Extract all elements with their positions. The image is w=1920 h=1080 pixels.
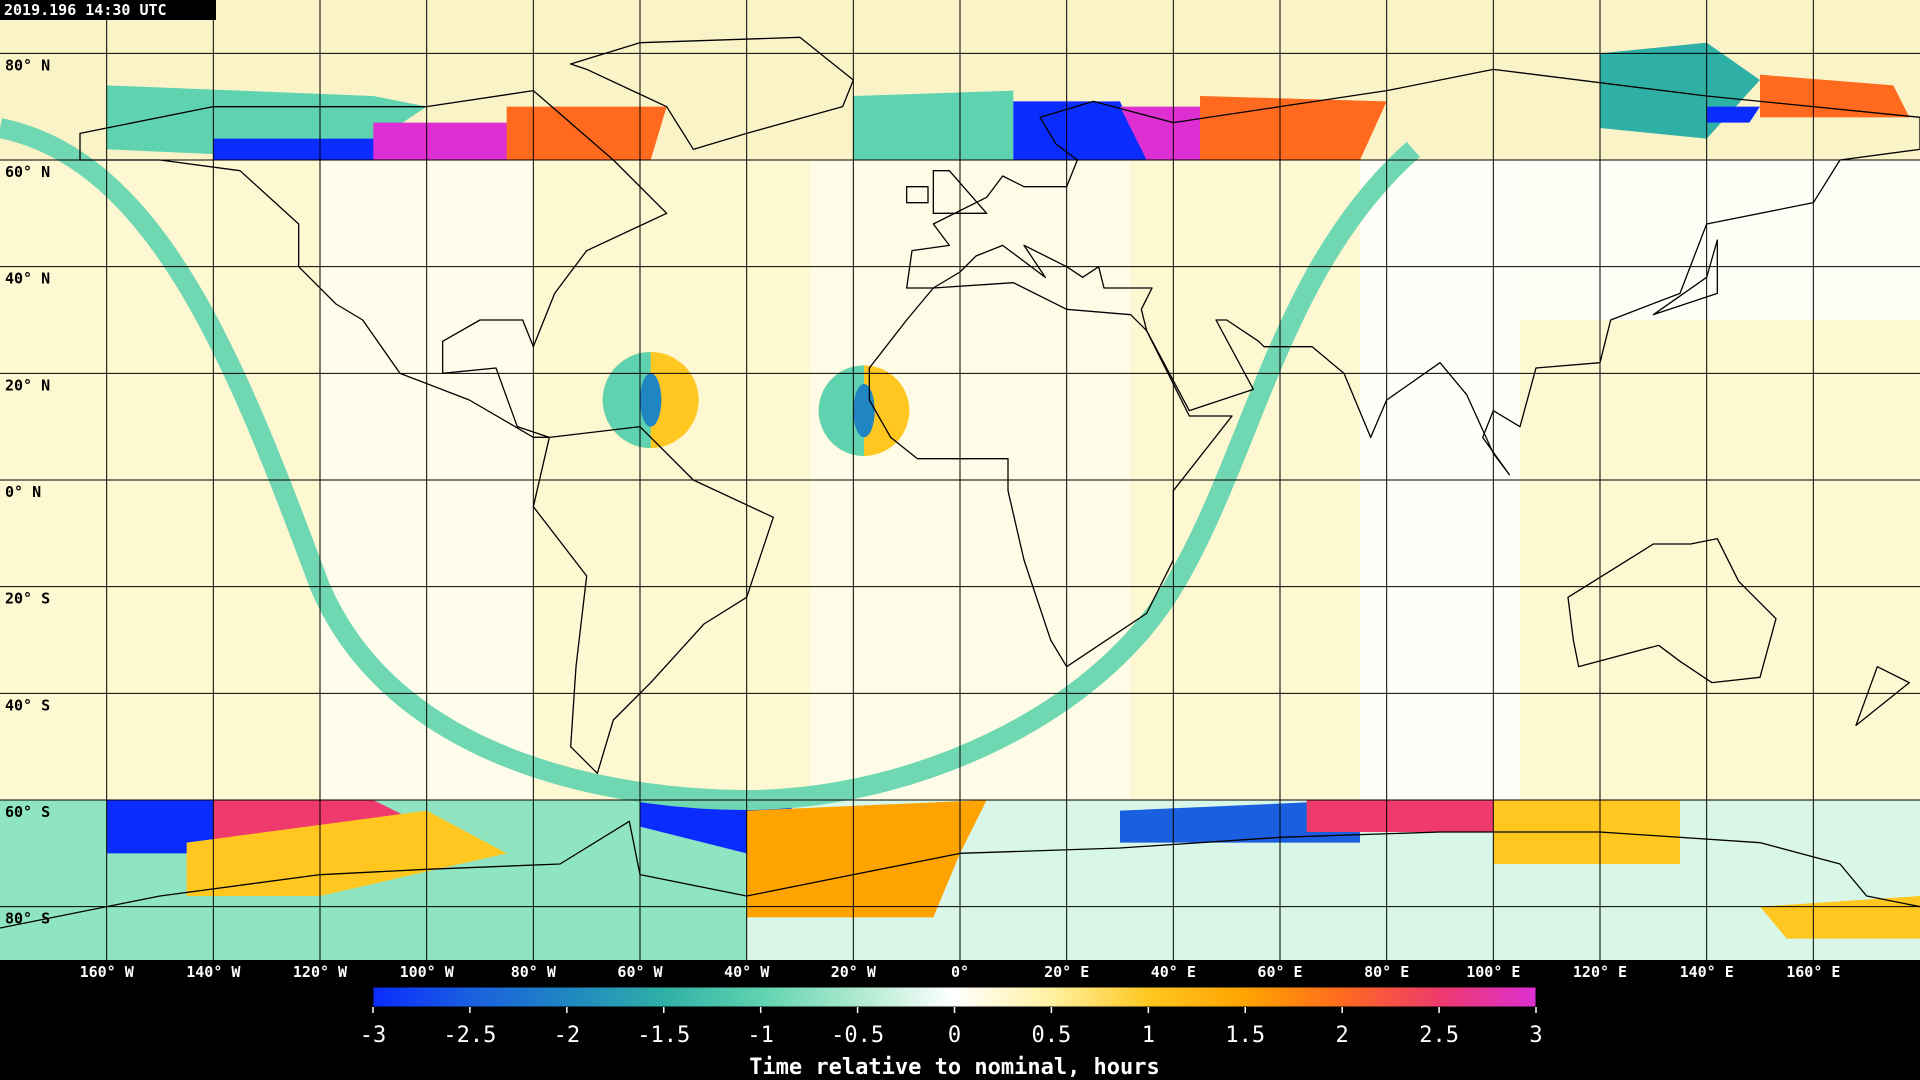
colorbar-tick-label: 1 xyxy=(1142,1023,1155,1048)
coastline xyxy=(533,427,773,774)
lon-label: 100° W xyxy=(400,963,455,981)
polar-blob xyxy=(1119,799,1360,843)
colorbar-tick-label: 0 xyxy=(948,1023,961,1048)
lon-label: 120° E xyxy=(1573,963,1627,981)
colorbar-tick-label: -0.5 xyxy=(831,1023,884,1048)
polar-blob xyxy=(373,122,534,161)
polar-blob xyxy=(746,799,987,918)
polar-blob xyxy=(1706,106,1760,123)
polar-blob xyxy=(506,106,667,161)
swath xyxy=(1519,160,1920,321)
lon-label: 140° W xyxy=(186,963,241,981)
disk xyxy=(818,365,865,457)
lon-label: 160° W xyxy=(80,963,135,981)
labels: 160° W 140° W 120° W 100° W 80° W 60° W 40° W 2… xyxy=(5,56,1840,981)
lon-label: 20° W xyxy=(831,963,877,981)
colorbar-tick-label: -1.5 xyxy=(637,1023,690,1048)
lon-label: 40° E xyxy=(1151,963,1196,981)
polar-blob xyxy=(1119,106,1200,161)
lon-label: 140° E xyxy=(1680,963,1734,981)
colorbar-tick-label: 2 xyxy=(1336,1023,1349,1048)
timestamp: 2019.196 14:30 UTC xyxy=(4,1,167,19)
lon-label: 0° xyxy=(951,963,969,981)
coastline xyxy=(1568,539,1776,683)
colorbar xyxy=(372,986,1537,1008)
coastline xyxy=(907,69,1920,474)
lat-label: 0° N xyxy=(5,483,41,501)
colorbar-label: Time relative to nominal, hours xyxy=(749,1055,1160,1080)
lat-label: 80° S xyxy=(5,910,50,928)
colorbar-tick-label: -3 xyxy=(360,1023,387,1048)
coastline xyxy=(0,821,1920,928)
colorbar-tick-label: 0.5 xyxy=(1032,1023,1072,1048)
polar-blob xyxy=(1759,74,1910,118)
disk xyxy=(602,352,651,449)
coastline xyxy=(80,91,667,438)
lat-label: 20° N xyxy=(5,376,50,394)
colorbar-tick-label: 1.5 xyxy=(1225,1023,1265,1048)
lat-label: 20° S xyxy=(5,590,50,608)
lon-label: 100° E xyxy=(1466,963,1520,981)
lon-label: 120° W xyxy=(293,963,348,981)
lat-label: 60° S xyxy=(5,803,50,821)
polar-blob xyxy=(1199,96,1387,161)
lon-label: 40° W xyxy=(724,963,770,981)
disk xyxy=(640,373,662,427)
map xyxy=(0,0,1920,960)
colorbar-tick-label: -2.5 xyxy=(443,1023,496,1048)
lat-label: 60° N xyxy=(5,163,50,181)
lon-label: 20° E xyxy=(1044,963,1089,981)
coastline xyxy=(571,37,854,149)
lon-label: 80° E xyxy=(1364,963,1409,981)
colorbar-tick-label: 2.5 xyxy=(1419,1023,1459,1048)
lat-label: 40° S xyxy=(5,696,50,714)
coastline xyxy=(907,171,1910,726)
timestamp-box xyxy=(0,0,216,20)
lon-label: 160° E xyxy=(1786,963,1840,981)
polar-blob xyxy=(853,90,1014,161)
lat-label: 80° N xyxy=(5,56,50,74)
lat-label: 40° N xyxy=(5,270,50,288)
colorbar-tick-label: -1 xyxy=(747,1023,774,1048)
graticule xyxy=(0,0,1920,960)
disk xyxy=(853,384,875,438)
colorbar-tick-label: -2 xyxy=(554,1023,581,1048)
lon-label: 60° E xyxy=(1257,963,1302,981)
polar-blob xyxy=(1306,799,1494,832)
colorbar-tick-label: 3 xyxy=(1529,1023,1542,1048)
lon-label: 80° W xyxy=(511,963,557,981)
lon-label: 60° W xyxy=(617,963,663,981)
